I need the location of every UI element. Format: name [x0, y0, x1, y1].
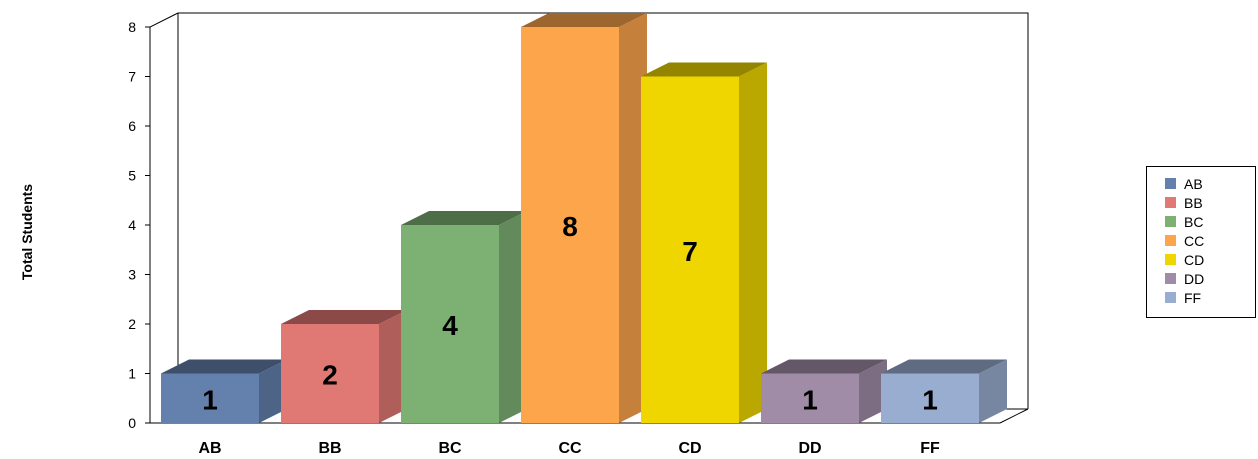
legend-item-ff: FF: [1165, 288, 1255, 307]
legend-label: DD: [1184, 270, 1205, 287]
bar-cc: [521, 27, 619, 423]
x-tick-label-bc: BC: [438, 440, 462, 457]
x-tick-label-cd: CD: [678, 440, 701, 457]
x-tick-label-ab: AB: [198, 440, 221, 457]
bar-cd: [641, 76, 739, 423]
data-label-bc: 4: [442, 310, 458, 341]
y-tick-label: 0: [128, 415, 136, 431]
legend-swatch: [1165, 254, 1176, 265]
y-tick-label: 1: [128, 366, 136, 382]
y-tick-label: 2: [128, 316, 136, 332]
data-label-cc: 8: [562, 211, 578, 242]
legend-swatch: [1165, 197, 1176, 208]
legend-swatch: [1165, 273, 1176, 284]
x-tick-label-ff: FF: [920, 440, 940, 457]
bar-side-ab: [259, 359, 287, 423]
bar-top-ab: [161, 359, 287, 374]
y-tick-label: 6: [128, 118, 136, 134]
x-tick-label-bb: BB: [318, 440, 341, 457]
data-label-ff: 1: [922, 384, 938, 415]
bar-ab: [161, 373, 259, 423]
y-axis-label: Total Students: [19, 183, 35, 281]
legend-swatch: [1165, 235, 1176, 246]
legend-item-ab: AB: [1165, 174, 1255, 193]
legend-label: FF: [1184, 289, 1202, 306]
data-label-ab: 1: [202, 384, 218, 415]
legend-item-cc: CC: [1165, 231, 1255, 250]
legend: AB BB BC CC CD DD FF: [1146, 166, 1256, 318]
legend-item-bc: BC: [1165, 212, 1255, 231]
bar-top-cc: [521, 13, 647, 27]
bar-top-bb: [281, 310, 407, 324]
x-tick-label-cc: CC: [558, 440, 582, 457]
bar-side-dd: [859, 359, 887, 423]
bar-ff: [881, 373, 979, 423]
legend-swatch: [1165, 216, 1176, 227]
data-label-bb: 2: [322, 360, 338, 391]
bar-top-dd: [761, 359, 887, 374]
bar-top-bc: [401, 211, 527, 225]
data-label-cd: 7: [682, 236, 698, 267]
bar-top-cd: [641, 62, 767, 77]
bar-side-cc: [619, 13, 647, 423]
legend-label: BB: [1184, 194, 1203, 211]
bar-dd: [761, 373, 859, 423]
legend-label: BC: [1184, 213, 1204, 230]
legend-label: CD: [1184, 251, 1205, 268]
legend-label: AB: [1184, 175, 1203, 192]
x-tick-label-dd: DD: [798, 440, 821, 457]
y-tick-label: 4: [128, 217, 136, 233]
back-wall-outline: [178, 12, 1029, 409]
bar-bc: [401, 225, 499, 423]
data-label-dd: 1: [802, 384, 818, 415]
bar-top-ff: [881, 359, 1007, 374]
y-tick-label: 8: [128, 19, 136, 35]
legend-label: CC: [1184, 232, 1205, 249]
legend-item-dd: DD: [1165, 269, 1255, 288]
y-tick-label: 5: [128, 168, 136, 184]
y-tick-label: 7: [128, 69, 136, 85]
legend-swatch: [1165, 178, 1176, 189]
legend-swatch: [1165, 292, 1176, 303]
bar-side-cd: [739, 62, 767, 423]
bar-side-bb: [379, 310, 407, 423]
bar-side-ff: [979, 359, 1007, 423]
bar-side-bc: [499, 211, 527, 423]
bar-bb: [281, 324, 379, 423]
y-tick-label: 3: [128, 267, 136, 283]
legend-item-cd: CD: [1165, 250, 1255, 269]
floor-right-edge: [999, 408, 1029, 424]
back-wall-left-edge: [149, 12, 179, 423]
legend-item-bb: BB: [1165, 193, 1255, 212]
